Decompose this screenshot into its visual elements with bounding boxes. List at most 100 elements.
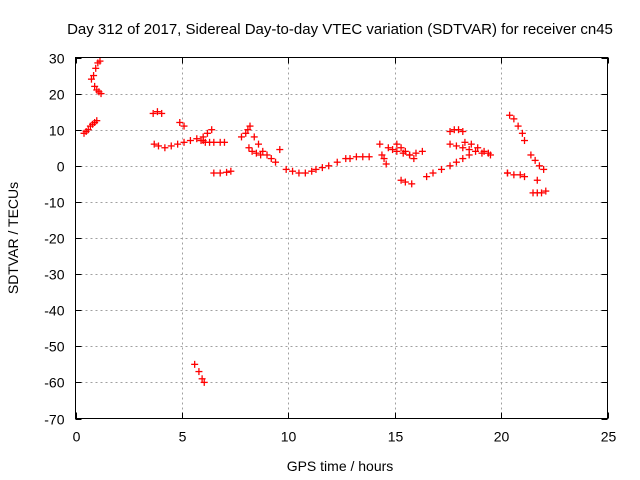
data-point — [521, 137, 529, 145]
data-point — [246, 122, 254, 130]
data-point — [521, 173, 529, 181]
y-tick-label: -30 — [44, 267, 64, 283]
y-tick-label: -20 — [44, 231, 64, 247]
data-point — [295, 169, 303, 177]
data-point — [423, 173, 431, 181]
data-point — [180, 122, 188, 130]
data-point — [301, 169, 309, 177]
data-point — [533, 176, 541, 184]
data-point — [259, 147, 267, 155]
data-point — [198, 375, 206, 383]
y-tick-label: -50 — [44, 339, 64, 355]
data-point — [540, 165, 548, 173]
data-point — [282, 165, 290, 173]
data-point — [216, 169, 224, 177]
data-point — [412, 149, 420, 157]
y-tick-label: 10 — [49, 123, 65, 139]
data-point — [452, 142, 460, 150]
data-point — [459, 144, 467, 152]
data-point — [401, 178, 409, 186]
y-tick-label: -70 — [44, 412, 64, 428]
data-point — [446, 128, 454, 136]
y-tick-label: 30 — [49, 51, 65, 67]
plot-frame — [75, 57, 608, 419]
data-point — [389, 146, 397, 154]
data-point — [195, 368, 203, 376]
data-point — [410, 155, 418, 163]
data-point — [276, 146, 284, 154]
data-point — [267, 155, 275, 163]
data-point — [325, 162, 333, 170]
data-point — [418, 147, 426, 155]
data-point — [472, 147, 480, 155]
data-point — [167, 142, 175, 150]
data-point — [455, 126, 463, 134]
data-point — [397, 144, 405, 152]
data-point — [308, 167, 316, 175]
data-point — [359, 153, 367, 161]
data-point — [459, 155, 467, 163]
data-point — [193, 135, 201, 143]
data-points — [80, 57, 550, 386]
data-point — [510, 171, 518, 179]
data-point — [542, 187, 550, 195]
data-point — [199, 133, 207, 141]
data-point — [401, 147, 409, 155]
data-point — [92, 64, 100, 72]
data-point — [91, 82, 99, 90]
data-point — [150, 140, 158, 148]
data-point — [461, 138, 469, 146]
data-point — [459, 128, 467, 136]
data-point — [378, 151, 386, 159]
data-point — [312, 165, 320, 173]
y-tick-label: 0 — [57, 159, 65, 175]
data-point — [397, 176, 405, 184]
data-point — [208, 126, 216, 134]
axis-ticks: 0 5 10 15 20 25 30 20 10 0 -10 -20 -30 -40 -50 -60 -70 — [44, 51, 616, 445]
data-point — [486, 151, 494, 159]
chart-title: Day 312 of 2017, Sidereal Day-to-day VTE… — [67, 21, 613, 38]
x-tick-label: 25 — [601, 429, 617, 445]
data-point — [191, 360, 199, 368]
data-point — [244, 126, 252, 134]
data-point — [429, 169, 437, 177]
x-tick-label: 10 — [281, 429, 297, 445]
data-point — [87, 75, 95, 83]
y-tick-label: -40 — [44, 303, 64, 319]
data-point — [510, 115, 518, 123]
data-point — [186, 137, 194, 145]
data-point — [250, 133, 258, 141]
data-point — [352, 153, 360, 161]
data-point — [200, 378, 208, 386]
data-point — [506, 111, 514, 119]
data-point — [227, 167, 235, 175]
data-point — [255, 140, 263, 148]
y-tick-label: -10 — [44, 195, 64, 211]
data-point — [180, 138, 188, 146]
x-tick-label: 20 — [494, 429, 510, 445]
data-point — [220, 138, 228, 146]
data-point — [272, 158, 280, 166]
data-point — [97, 90, 105, 98]
data-point — [346, 155, 354, 163]
data-point — [257, 151, 265, 159]
data-point — [289, 167, 297, 175]
data-point — [382, 160, 390, 168]
data-point — [474, 144, 482, 152]
data-point — [452, 158, 460, 166]
data-point — [446, 140, 454, 148]
data-point — [84, 126, 92, 134]
y-tick-label: 20 — [49, 87, 65, 103]
data-point — [406, 151, 414, 159]
data-point — [242, 129, 250, 137]
x-tick-label: 0 — [73, 429, 81, 445]
data-point — [467, 140, 475, 148]
y-axis-label: SDTVAR / TECUs — [5, 182, 21, 294]
data-point — [465, 146, 473, 154]
data-point — [480, 147, 488, 155]
data-point — [153, 108, 161, 116]
data-point — [197, 137, 205, 145]
x-axis-label: GPS time / hours — [287, 458, 394, 474]
data-point — [210, 138, 218, 146]
